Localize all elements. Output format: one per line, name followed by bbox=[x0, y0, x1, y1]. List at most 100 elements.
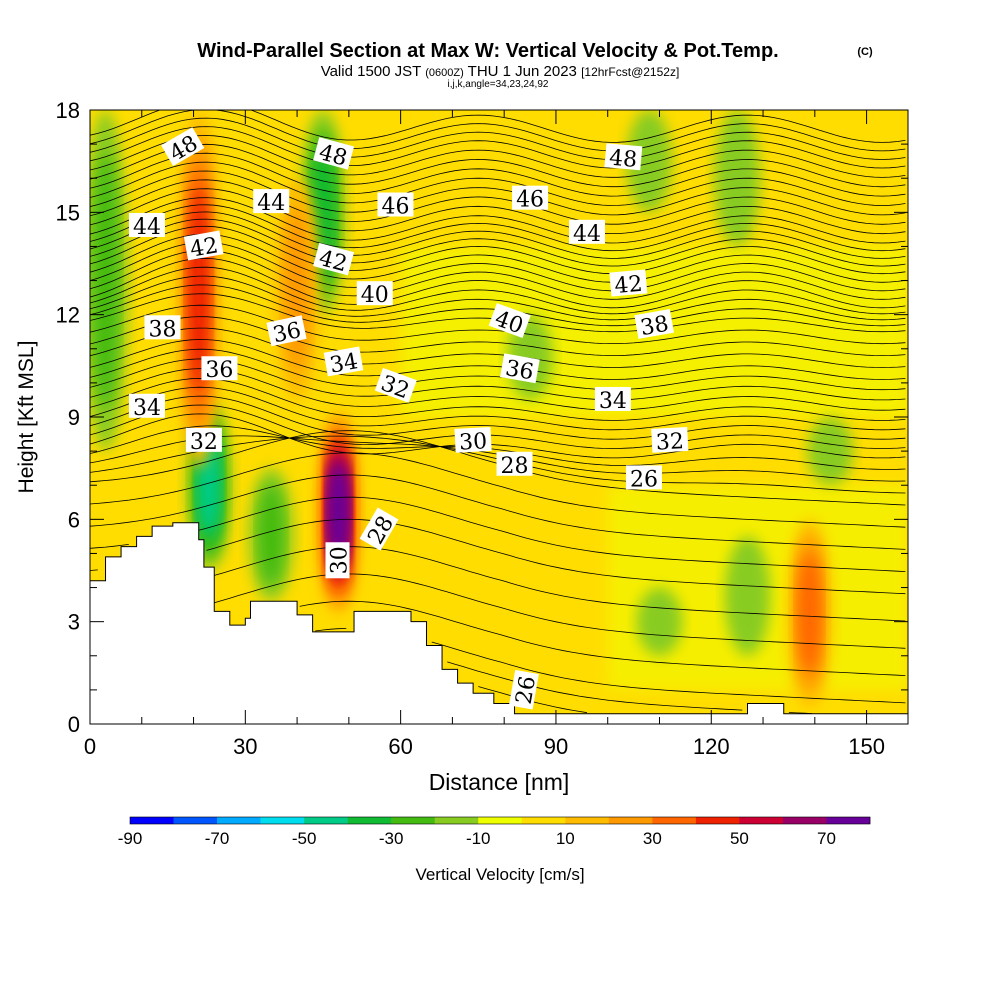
theta-label-box bbox=[454, 426, 492, 453]
y-tick-label: 9 bbox=[68, 405, 80, 430]
x-axis-label: Distance [nm] bbox=[429, 769, 570, 795]
theta-label-box bbox=[325, 542, 350, 579]
theta-contour-line bbox=[90, 316, 906, 357]
theta-contour-line bbox=[299, 600, 906, 676]
theta-label: 36 bbox=[500, 353, 540, 385]
theta-label: 42 bbox=[183, 230, 224, 263]
theta-label: 32 bbox=[651, 426, 689, 456]
colorbar-tick-label: -50 bbox=[292, 829, 317, 848]
theta-label-box bbox=[128, 212, 165, 237]
theta-label: 26 bbox=[508, 669, 541, 710]
valid-time-line: Valid 1500 JST (0600Z) THU 1 Jun 2023 [1… bbox=[321, 63, 680, 80]
x-tick-label: 30 bbox=[233, 734, 257, 759]
theta-contour-line bbox=[90, 474, 906, 550]
theta-contour-line bbox=[90, 395, 906, 440]
theta-label-text: 26 bbox=[630, 467, 658, 492]
y-tick-label: 6 bbox=[68, 507, 80, 532]
grid-indices: i,j,k,angle=34,23,24,92 bbox=[448, 79, 549, 90]
theta-label-box bbox=[356, 281, 393, 306]
theta-label-text: 40 bbox=[361, 283, 389, 308]
colorbar-label: Vertical Velocity [cm/s] bbox=[415, 865, 584, 884]
theta-contour-line bbox=[90, 179, 906, 225]
colorbar-swatch bbox=[782, 817, 827, 824]
theta-label-text: 30 bbox=[328, 546, 353, 574]
theta-label-box bbox=[183, 230, 224, 261]
colorbar-swatch bbox=[521, 817, 566, 824]
y-tick-label: 15 bbox=[56, 200, 80, 225]
x-tick-label: 0 bbox=[84, 734, 96, 759]
theta-label: 34 bbox=[594, 386, 631, 414]
theta-label-box bbox=[377, 192, 414, 217]
theta-contour-line bbox=[90, 135, 906, 178]
theta-contour-line bbox=[90, 204, 906, 252]
theta-label: 42 bbox=[609, 269, 648, 299]
theta-label-box bbox=[500, 353, 540, 384]
terrain-mask bbox=[90, 522, 908, 724]
theta-label-box bbox=[313, 242, 355, 276]
theta-contour-line bbox=[90, 170, 906, 216]
theta-contour-line bbox=[90, 241, 906, 292]
theta-label-box bbox=[144, 315, 181, 340]
theta-contour-line bbox=[90, 257, 906, 309]
theta-contour-line bbox=[90, 188, 906, 235]
colorbar-tick-label: -10 bbox=[466, 829, 491, 848]
x-tick-label: 120 bbox=[693, 734, 730, 759]
theta-contour-line bbox=[90, 161, 906, 206]
theta-label-box bbox=[508, 669, 539, 710]
theta-label-box bbox=[569, 219, 606, 244]
x-tick-label: 60 bbox=[388, 734, 412, 759]
theta-label-box bbox=[488, 303, 531, 338]
downdraft-zone bbox=[92, 152, 119, 409]
theta-label: 26 bbox=[625, 465, 662, 492]
theta-label-text: 48 bbox=[608, 146, 638, 173]
theta-label-box bbox=[512, 185, 549, 210]
theta-label-text: 34 bbox=[599, 389, 627, 414]
downdraft-zone bbox=[258, 484, 285, 585]
theta-label-text: 38 bbox=[639, 312, 671, 341]
valid-utc: (0600Z) bbox=[425, 67, 464, 79]
theta-contour-line bbox=[90, 404, 906, 450]
theta-label: 44 bbox=[253, 189, 290, 216]
colorbar-swatch bbox=[739, 817, 784, 824]
theta-label: 32 bbox=[185, 427, 222, 455]
theta-label: 44 bbox=[128, 212, 165, 240]
theta-contour-line bbox=[90, 249, 906, 300]
theta-label: 30 bbox=[454, 426, 492, 456]
chart-title: Wind-Parallel Section at Max W: Vertical… bbox=[197, 40, 778, 62]
theta-label: 46 bbox=[512, 185, 549, 213]
colorbar-swatch bbox=[652, 817, 697, 824]
theta-label-text: 34 bbox=[133, 396, 161, 421]
colorbar-tick-label: -70 bbox=[205, 829, 230, 848]
theta-label: 30 bbox=[325, 542, 353, 579]
colorbar-swatch bbox=[304, 817, 348, 824]
colorbar-swatch bbox=[695, 817, 740, 824]
theta-contour-line bbox=[90, 413, 906, 459]
theta-contour-line bbox=[90, 266, 906, 315]
theta-label-box bbox=[359, 507, 399, 551]
theta-contour-line bbox=[90, 377, 906, 421]
theta-contour-line bbox=[90, 110, 906, 152]
theta-label-box bbox=[651, 426, 689, 453]
theta-label-text: 44 bbox=[133, 215, 161, 240]
y-tick-label: 12 bbox=[56, 303, 80, 328]
y-axis-label: Height [Kft MSL] bbox=[15, 341, 38, 494]
theta-label: 28 bbox=[496, 451, 533, 479]
y-tick-label: 0 bbox=[68, 712, 80, 737]
downdraft-zone bbox=[807, 417, 854, 486]
colorbar-tick-label: 50 bbox=[730, 829, 749, 848]
theta-label: 46 bbox=[377, 192, 414, 220]
theta-label-box bbox=[161, 127, 205, 167]
theta-label-text: 36 bbox=[503, 356, 535, 385]
updraft-zone bbox=[328, 462, 349, 563]
theta-label-text: 46 bbox=[381, 195, 409, 220]
x-tick-label: 150 bbox=[848, 734, 885, 759]
theta-label: 44 bbox=[569, 219, 606, 247]
theta-contour-line bbox=[90, 152, 906, 197]
theta-label-text: 34 bbox=[328, 349, 360, 378]
theta-label-box bbox=[185, 427, 222, 452]
terrain-polygon bbox=[90, 522, 908, 724]
